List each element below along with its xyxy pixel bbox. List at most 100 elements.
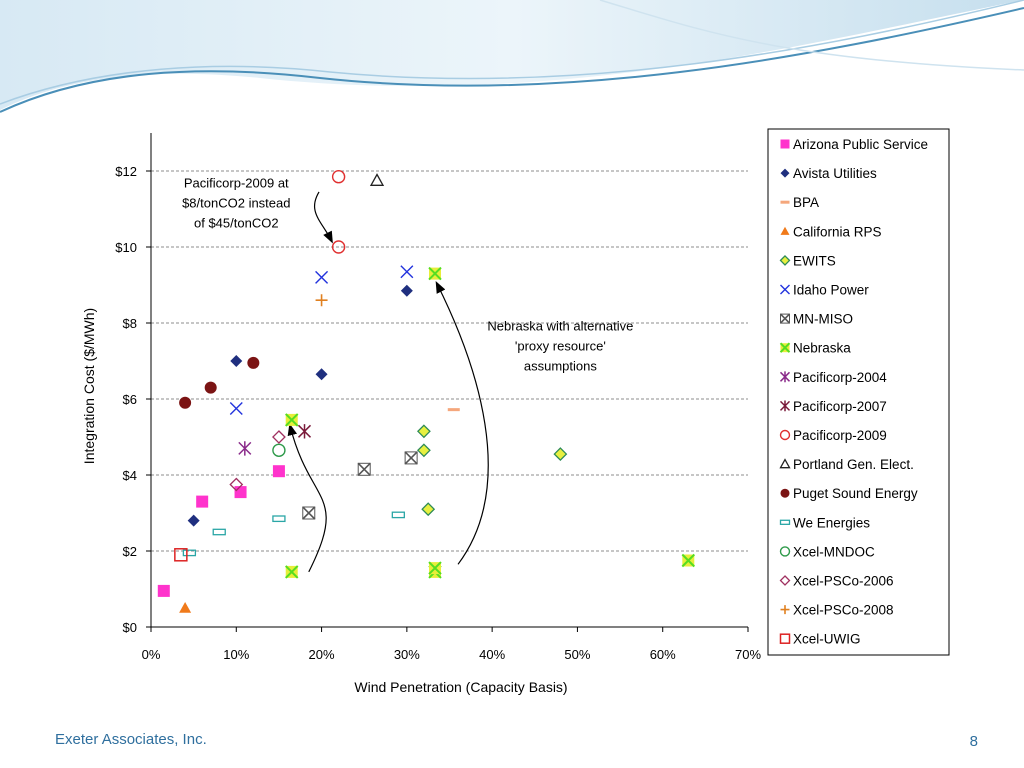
tick-labels: $0 $2 $4 $6 $8 $10 $12 0% 10% 20% 30% 40% 50% 60% 70% — [115, 164, 761, 662]
data-point — [315, 368, 328, 381]
data-point — [447, 408, 460, 412]
legend-label: BPA — [793, 195, 819, 210]
legend-item: Xcel-MNDOC — [779, 544, 875, 559]
marker-cross — [404, 451, 418, 465]
page-number: 8 — [969, 733, 978, 750]
legend-item: Pacificorp-2004 — [779, 370, 887, 385]
legend-item: MN-MISO — [779, 312, 853, 327]
annotation-pacificorp-text: of $45/tonCO2 — [194, 216, 279, 231]
marker-cross — [681, 553, 696, 568]
data-point — [428, 561, 442, 575]
legend-marker — [780, 284, 790, 295]
legend-marker — [779, 254, 791, 266]
legend-box — [767, 128, 950, 656]
legend-item: Xcel-PSCo-2008 — [780, 603, 894, 618]
series-pacificorp-2009 — [331, 169, 346, 254]
series-xcel-psco-2008 — [315, 294, 328, 307]
data-point — [179, 602, 192, 613]
legend-label: Xcel-UWIG — [793, 632, 861, 647]
x-tick-label: 60% — [650, 647, 676, 662]
legend-label: Portland Gen. Elect. — [793, 457, 914, 472]
legend-item: Pacificorp-2009 — [779, 428, 887, 443]
data-point — [187, 514, 200, 527]
data-point — [272, 430, 286, 444]
legend-marker — [779, 371, 791, 383]
legend-marker — [779, 429, 791, 441]
marker-cross — [428, 266, 442, 281]
y-tick-label: $12 — [115, 164, 137, 179]
series-idaho-power — [229, 265, 414, 415]
x-tick-label: 20% — [309, 647, 335, 662]
annotation-nebraska-text: 'proxy resource' — [515, 339, 606, 354]
y-tick-label: $6 — [123, 392, 137, 407]
legend-marker — [779, 458, 791, 469]
data-point — [357, 462, 371, 476]
y-tick-label: $2 — [123, 544, 137, 559]
legend-marker — [779, 633, 791, 644]
marker-cross — [285, 413, 299, 427]
legend-item: Xcel-UWIG — [779, 632, 861, 647]
y-tick-label: $8 — [123, 316, 137, 331]
legend-label: Nebraska — [793, 341, 851, 356]
data-point — [182, 549, 197, 557]
data-point — [302, 506, 316, 520]
series-xcel-psco-2006 — [229, 430, 286, 492]
x-tick-label: 30% — [394, 647, 420, 662]
legend-marker — [779, 400, 791, 412]
legend-label: Arizona Public Service — [793, 137, 928, 152]
legend-item: Idaho Power — [780, 283, 869, 298]
data-point — [681, 553, 696, 568]
data-point — [238, 441, 252, 456]
legend-label: Xcel-MNDOC — [793, 544, 875, 559]
annotation-arrow — [287, 423, 327, 573]
legend-item: Avista Utilities — [780, 166, 877, 181]
legend-item: We Energies — [779, 515, 870, 530]
data-point — [400, 284, 413, 297]
series-bpa — [447, 408, 460, 412]
data-point — [285, 565, 299, 579]
series-avista-utilities — [187, 284, 413, 527]
data-point — [272, 515, 286, 523]
legend-item: California RPS — [780, 224, 882, 239]
legend-marker — [780, 200, 790, 204]
x-tick-label: 50% — [564, 647, 590, 662]
x-tick-label: 70% — [735, 647, 761, 662]
marker-cross — [302, 506, 316, 520]
legend-label: Avista Utilities — [793, 166, 877, 181]
data-point — [297, 424, 312, 439]
series-california-rps — [179, 602, 192, 613]
data-point — [553, 447, 568, 462]
legend-item: Pacificorp-2007 — [779, 399, 887, 414]
annotations: Pacificorp-2009 at $8/tonCO2 instead of $4… — [182, 176, 633, 573]
y-tick-label: $4 — [123, 468, 137, 483]
series-arizona-public-service — [157, 465, 285, 597]
data-point — [369, 173, 385, 186]
legend-label: Puget Sound Energy — [793, 486, 918, 501]
data-point — [174, 548, 188, 562]
marker-cross — [285, 565, 299, 579]
data-point — [196, 495, 209, 508]
data-point — [331, 240, 346, 254]
legend-label: Pacificorp-2004 — [793, 370, 887, 385]
legend-label: Idaho Power — [793, 283, 869, 298]
data-point — [229, 402, 243, 415]
legend-item: Xcel-PSCo-2006 — [779, 574, 894, 589]
header-wave-decoration — [0, 0, 1024, 113]
x-tick-label: 10% — [223, 647, 249, 662]
data-point — [315, 270, 329, 284]
data-point — [416, 424, 431, 439]
annotation-arrow — [313, 191, 333, 244]
legend-label: MN-MISO — [793, 312, 853, 327]
legend-marker — [779, 519, 791, 525]
marker-cross — [779, 313, 791, 324]
data-point — [421, 502, 436, 517]
axes — [146, 133, 749, 632]
legend-marker — [780, 139, 790, 149]
data-point — [247, 356, 260, 369]
data-point — [391, 511, 405, 519]
y-tick-label: $10 — [115, 240, 137, 255]
series-xcel-mndoc — [272, 443, 286, 457]
series-mn-miso — [302, 451, 418, 520]
legend: Arizona Public Service Avista Utilities BP… — [767, 128, 950, 656]
